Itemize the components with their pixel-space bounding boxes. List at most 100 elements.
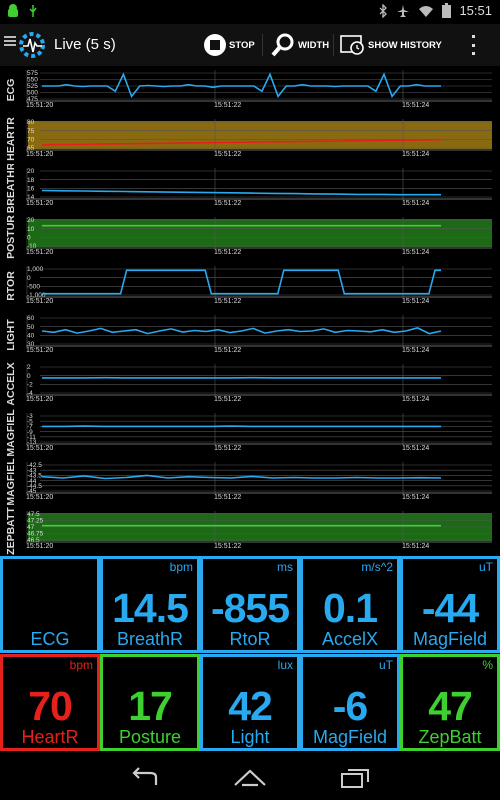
metric-tile[interactable]: bpm 70 HeartR [0,654,100,751]
y-tick-label: 46.75 [27,531,44,538]
width-label: WIDTH [298,39,330,51]
time-tick-label: 15:51:22 [214,200,242,207]
y-tick-label: -44.5 [27,483,42,490]
value-tiles: ECG bpm 14.5 BreathR ms -855 RtoR m/s^2 0.1 Accel… [0,556,500,756]
back-icon[interactable] [128,767,160,789]
airplane-icon [397,4,410,17]
drawer-menu-icon[interactable] [4,34,16,48]
stop-button[interactable]: STOP [203,30,255,60]
y-tick-label: -10 [27,243,37,249]
tile-name: MagField [412,629,488,649]
chart-row[interactable]: MAGFIEL -3 -5 -7 -9 -11 -13 15:51:20 15:51:22 15:… [0,409,500,458]
chart-row[interactable]: LIGHT 60 50 40 30 15:51:20 15:51:22 15:51:24 [0,311,500,360]
chart-plot: 2 0 -2-4 [26,364,492,396]
y-tick-label: 47.5 [27,511,40,518]
time-tick-label: 15:51:22 [214,298,242,305]
recent-apps-icon[interactable] [340,767,372,789]
time-axis: 15:51:20 15:51:22 15:51:24 [26,445,492,455]
status-bar: 15:51 [0,0,500,24]
chart-row[interactable]: ACCELX 2 0 -2 -4 15:51:20 15:51:22 15:51:24 [0,360,500,409]
tile-unit: bpm [169,560,193,574]
y-tick-label: -1,000 [27,292,46,298]
time-tick-label: 15:51:22 [214,347,242,354]
y-tick-label: 20 [27,217,35,224]
time-axis: 15:51:20 15:51:22 15:51:24 [26,102,492,112]
tile-unit: bpm [69,658,93,672]
tile-value: -6 [332,683,368,729]
chart-row[interactable]: ECG 575 550 525 500 475 15:51:20 15:51:22 15:51:… [0,66,500,115]
time-axis: 15:51:20 15:51:22 15:51:24 [26,200,492,210]
metric-tile[interactable]: bpm 14.5 BreathR [100,556,200,653]
y-tick-label: 14 [27,194,35,200]
y-tick-label: 30 [27,341,35,347]
show-history-button[interactable]: SHOW HISTORY [340,30,442,60]
time-tick-label: 15:51:24 [402,543,430,550]
chart-row[interactable]: RTOR 1,000 0 -500 -1,000 15:51:20 15:51:22 15:5… [0,262,500,311]
tile-value: 42 [228,683,273,729]
metric-tile[interactable]: m/s^2 0.1 AccelX [300,556,400,653]
time-tick-label: 15:51:22 [214,151,242,158]
metric-tile[interactable]: ms -855 RtoR [200,556,300,653]
y-tick-label: -500 [27,284,40,291]
time-axis: 15:51:20 15:51:22 15:51:24 [26,249,492,259]
chart-row-label: HEARTR [5,117,17,161]
tile-value: -44 [421,585,479,631]
chart-row[interactable]: BREATHR 20 18 16 14 15:51:20 15:51:22 15:51:24 [0,164,500,213]
metric-tile[interactable]: 17 Posture [100,654,200,751]
tile-name: ECG [30,629,70,649]
chart-row-label: BREATHR [5,164,17,213]
tile-name: MagField [312,727,388,747]
series-line [41,327,442,335]
metric-tile[interactable]: ECG [0,556,100,653]
metric-tile[interactable]: lux 42 Light [200,654,300,751]
chart-row[interactable]: ZEPBATT 47.5 47.25 47 46.75 46.5 15:51:20 15:51… [0,507,500,556]
time-axis: 15:51:20 15:51:22 15:51:24 [26,298,492,308]
time-tick-label: 15:51:20 [26,445,54,452]
y-tick-label: 0 [27,373,31,380]
y-tick-label: 550 [27,77,38,84]
metric-tile[interactable]: uT -44 MagField [400,556,500,653]
metric-tile[interactable]: uT -6 MagField [300,654,400,751]
clock: 15:51 [459,3,492,18]
chart-row[interactable]: HEARTR 80 75 70 65 15:51:20 15:51:22 15:51:24 [0,115,500,164]
y-tick-label: -43 [27,467,37,474]
y-tick-label: 18 [27,177,35,184]
y-tick-label: 47.25 [27,518,44,525]
chart-row[interactable]: MAGFIEL -42.5 -43 -43.5 -44 -44.5 -45 15:51:20 1… [0,458,500,507]
series-line [41,189,441,196]
y-tick-label: 50 [27,324,35,331]
action-bar: Live (5 s) STOP WIDTH SHOW HISTORY [0,24,500,66]
home-icon[interactable] [232,767,268,787]
chart-plot: 1,000 0 -500-1,000 [26,266,492,298]
tile-name: HeartR [21,727,79,747]
app-logo-icon[interactable] [16,29,48,61]
time-axis: 15:51:20 15:51:22 15:51:24 [26,494,492,504]
time-tick-label: 15:51:20 [26,200,54,207]
y-tick-label: 47 [27,524,35,531]
y-tick-label: -4 [27,390,33,396]
chart-row-label: ECG [5,78,17,102]
series-line [42,72,441,99]
y-tick-label: -44 [27,478,37,485]
width-button[interactable]: WIDTH [270,30,329,60]
tile-unit: ms [277,560,293,574]
time-tick-label: 15:51:22 [214,396,242,403]
y-tick-label: 575 [27,70,38,77]
tile-value: 0.1 [323,585,378,631]
y-tick-label: 60 [27,315,35,322]
chart-plot: -3-5-7-9-11-13 [26,413,492,445]
chart-row[interactable]: POSTUR 20 10 0 -10 15:51:20 15:51:22 15:51:24 [0,213,500,262]
y-tick-label: 80 [27,119,35,126]
time-tick-label: 15:51:20 [26,347,54,354]
time-axis: 15:51:20 15:51:22 15:51:24 [26,347,492,357]
tile-value: 70 [28,683,73,729]
overflow-menu-icon[interactable] [470,35,476,55]
metric-tile[interactable]: % 47 ZepBatt [400,654,500,751]
tile-name: RtoR [229,629,271,649]
chart-plot: 20 10 0-10 [26,217,492,249]
time-tick-label: 15:51:24 [402,396,430,403]
